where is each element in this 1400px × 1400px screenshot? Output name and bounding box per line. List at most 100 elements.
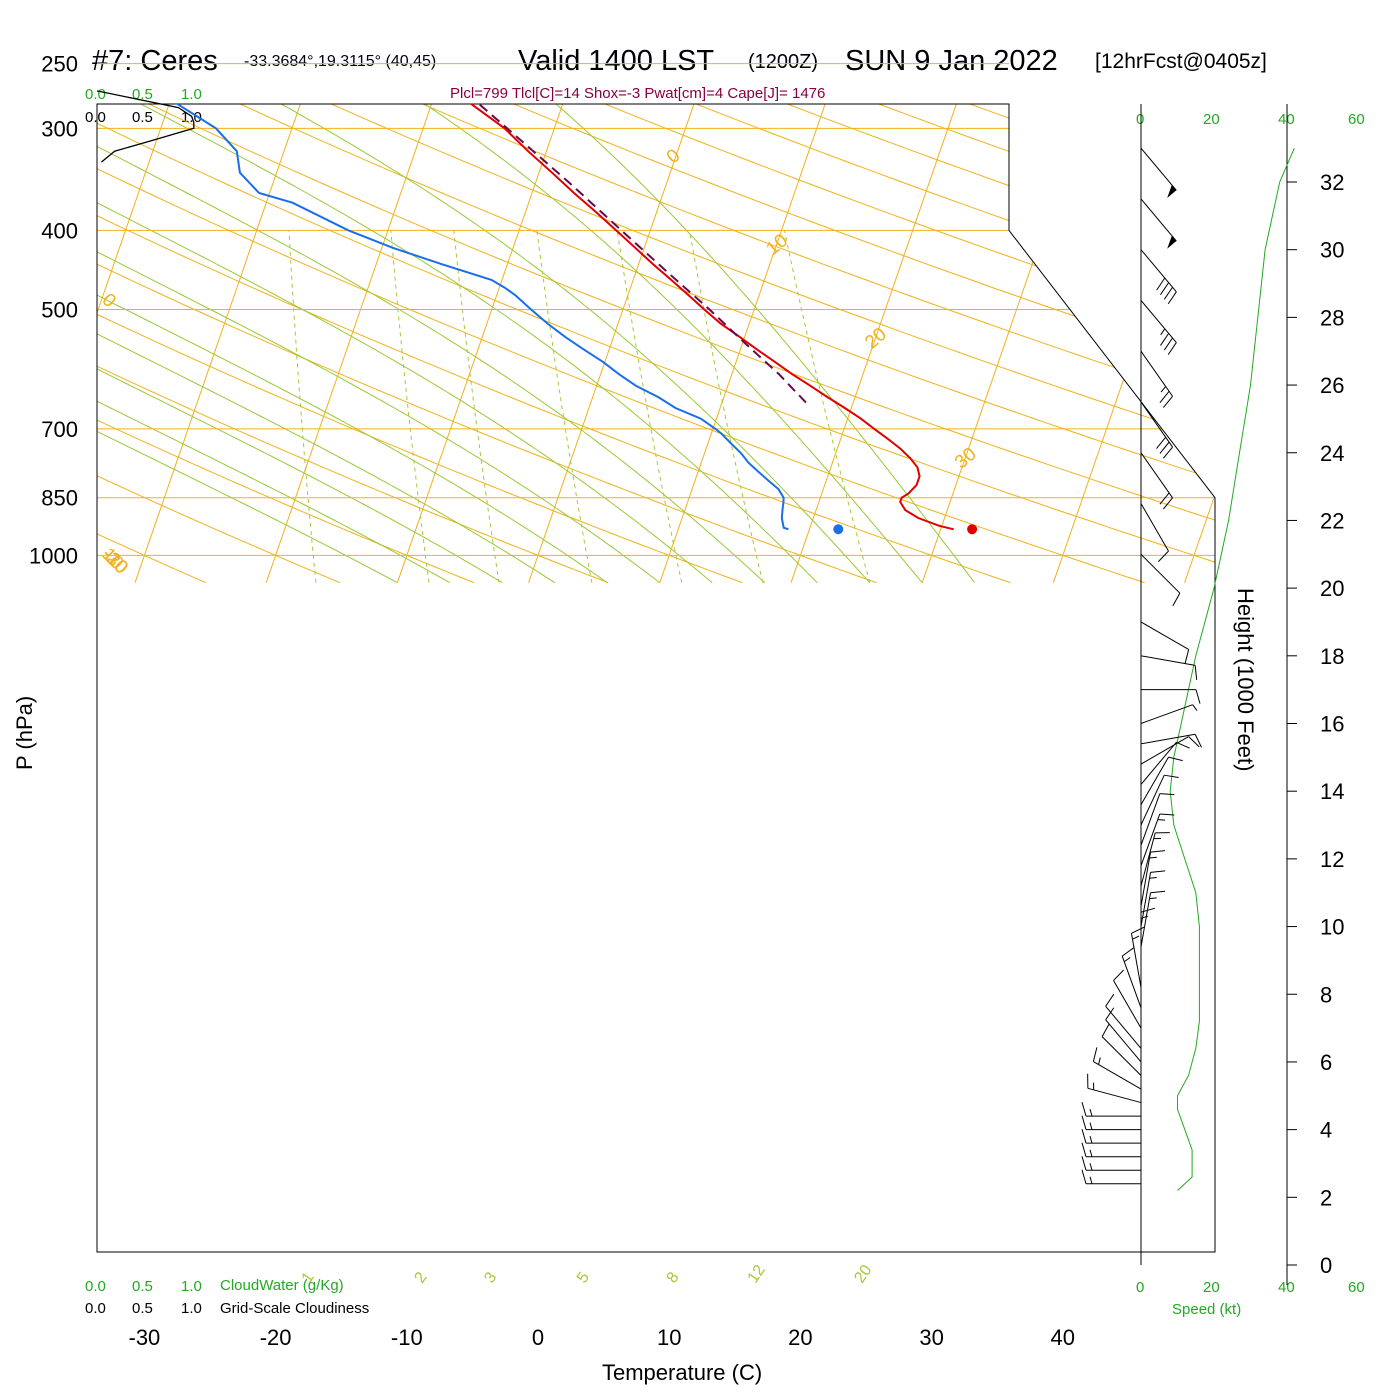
wind-barb-pennant bbox=[1167, 235, 1177, 249]
wind-barb-half-flag bbox=[1089, 1163, 1093, 1171]
axes: -30 -20 -10 0 10 20 30 402503004005007008501000… bbox=[29, 52, 1344, 1350]
wind-barb-flag bbox=[1150, 890, 1166, 894]
wind-barb bbox=[1140, 774, 1179, 826]
isotherm-label: 10 bbox=[762, 230, 792, 260]
wind-barb-flag bbox=[1168, 756, 1183, 762]
height-tick-label: 18 bbox=[1320, 644, 1344, 669]
dry-adiabat-line bbox=[472, 104, 1215, 584]
isotherm-label: 20 bbox=[861, 324, 891, 354]
wind-barb bbox=[1140, 249, 1177, 305]
cloudiness-tick-top-0: 0.0 bbox=[85, 109, 106, 126]
dry-adiabat-line bbox=[1083, 104, 1215, 584]
p-tick-label: 400 bbox=[41, 218, 78, 243]
wind-barb-staff bbox=[1093, 1061, 1142, 1090]
wind-barb bbox=[1140, 813, 1175, 866]
wind-barb-flag bbox=[1159, 813, 1175, 816]
height-tick-label: 16 bbox=[1320, 712, 1344, 737]
wind-barb-flag bbox=[1163, 286, 1173, 300]
wind-barb bbox=[1081, 1156, 1141, 1171]
wind-barb-flag bbox=[1184, 649, 1190, 664]
dry-adiabat-line bbox=[298, 104, 1215, 584]
mixing-ratio-line bbox=[536, 230, 593, 583]
wind-barb-flag bbox=[1159, 492, 1170, 505]
x-tick-label: 20 bbox=[788, 1325, 812, 1350]
wind-panel bbox=[1081, 104, 1295, 1265]
wind-barb bbox=[1121, 947, 1142, 1008]
wind-barb bbox=[1140, 736, 1200, 765]
height-tick-label: 24 bbox=[1320, 441, 1344, 466]
wind-speed-profile bbox=[1169, 148, 1295, 1191]
x-tick-label: 10 bbox=[657, 1325, 681, 1350]
wind-barb bbox=[1101, 1023, 1142, 1076]
height-tick-label: 8 bbox=[1320, 982, 1332, 1007]
speed-tick-bottom-3: 60 bbox=[1348, 1279, 1365, 1296]
cloudwater-tick-top-0: 0.0 bbox=[85, 86, 106, 103]
moist-adiabat-line bbox=[97, 104, 661, 584]
height-tick-label: 30 bbox=[1320, 238, 1344, 263]
wind-barb-flag bbox=[1150, 870, 1166, 873]
station-title: #7: Ceres bbox=[92, 45, 218, 77]
wind-barb bbox=[1140, 198, 1177, 249]
wind-barb-flag bbox=[1194, 734, 1202, 748]
speed-tick-top-1: 20 bbox=[1203, 111, 1220, 128]
cloudiness-tick-top-1: 0.5 bbox=[132, 109, 153, 126]
cloudwater-label: CloudWater (g/Kg) bbox=[220, 1277, 344, 1294]
moist-adiabat-line bbox=[97, 104, 398, 584]
wind-barb bbox=[1113, 969, 1142, 1029]
wind-barb-staff bbox=[1140, 892, 1152, 947]
x-tick-label: -20 bbox=[260, 1325, 292, 1350]
zulu-time: (1200Z) bbox=[748, 51, 818, 73]
height-tick-label: 0 bbox=[1320, 1253, 1332, 1278]
speed-tick-bottom-0: 0 bbox=[1136, 1279, 1144, 1296]
wind-barb bbox=[1140, 401, 1173, 459]
wind-barb-flag bbox=[1162, 395, 1173, 408]
height-tick-label: 6 bbox=[1320, 1050, 1332, 1075]
wind-barb bbox=[1140, 832, 1170, 887]
wind-barb bbox=[1130, 926, 1145, 988]
wind-barb bbox=[1092, 1047, 1142, 1090]
wind-barb-half-flag bbox=[1149, 877, 1157, 879]
wind-barb-staff bbox=[1140, 872, 1152, 927]
height-tick-label: 12 bbox=[1320, 847, 1344, 872]
surface-temperature-point bbox=[967, 524, 978, 535]
dry-adiabat-line bbox=[97, 104, 341, 584]
dry-adiabat-line bbox=[97, 104, 1145, 584]
cloudiness-tick-bottom-1: 0.5 bbox=[132, 1300, 153, 1317]
wind-barb-staff bbox=[1105, 1019, 1142, 1063]
mixing-ratio-line bbox=[390, 230, 430, 583]
wind-barb-staff bbox=[1140, 733, 1196, 745]
speed-tick-bottom-1: 20 bbox=[1203, 1279, 1220, 1296]
wind-barb bbox=[1105, 1007, 1142, 1063]
moist-adiabat-line bbox=[97, 104, 608, 584]
wind-barb-half-flag bbox=[1192, 704, 1198, 711]
mixing-ratio-label: 3 bbox=[481, 1269, 500, 1286]
valid-date: SUN 9 Jan 2022 bbox=[845, 45, 1058, 77]
wind-barb bbox=[1140, 350, 1173, 408]
wind-barb-flag bbox=[1081, 1115, 1087, 1130]
wind-barb-flag bbox=[1159, 391, 1170, 403]
height-tick-label: 2 bbox=[1320, 1185, 1332, 1210]
wind-barb-staff bbox=[1087, 1087, 1142, 1104]
mixing-ratio-label: 2 bbox=[411, 1269, 430, 1286]
wind-barb-flag bbox=[1195, 689, 1201, 704]
thermo-grid bbox=[97, 104, 1215, 584]
wind-barb-staff bbox=[1140, 147, 1177, 191]
wind-barb-half-flag bbox=[1132, 935, 1140, 940]
isotherm-line bbox=[134, 104, 320, 583]
wind-barb-half-flag bbox=[1160, 328, 1166, 336]
p-tick-label: 850 bbox=[41, 486, 78, 511]
cloudwater-tick-bottom-0: 0.0 bbox=[85, 1278, 106, 1295]
sounding-series bbox=[147, 104, 978, 535]
dry-adiabat-line bbox=[97, 104, 1215, 584]
plot-frame bbox=[96, 103, 1216, 1253]
wind-barb-staff bbox=[1140, 756, 1169, 805]
wind-barb-flag bbox=[1167, 342, 1177, 355]
isotherm-line bbox=[396, 104, 583, 583]
isotherm-line bbox=[528, 104, 714, 583]
wind-barb-flag bbox=[1162, 446, 1173, 459]
wind-barb-flag bbox=[1156, 277, 1166, 291]
valid-time: Valid 1400 LST bbox=[518, 45, 714, 77]
cloudiness-label: Grid-Scale Cloudiness bbox=[220, 1300, 369, 1317]
wind-barb-flag bbox=[1101, 1023, 1110, 1037]
